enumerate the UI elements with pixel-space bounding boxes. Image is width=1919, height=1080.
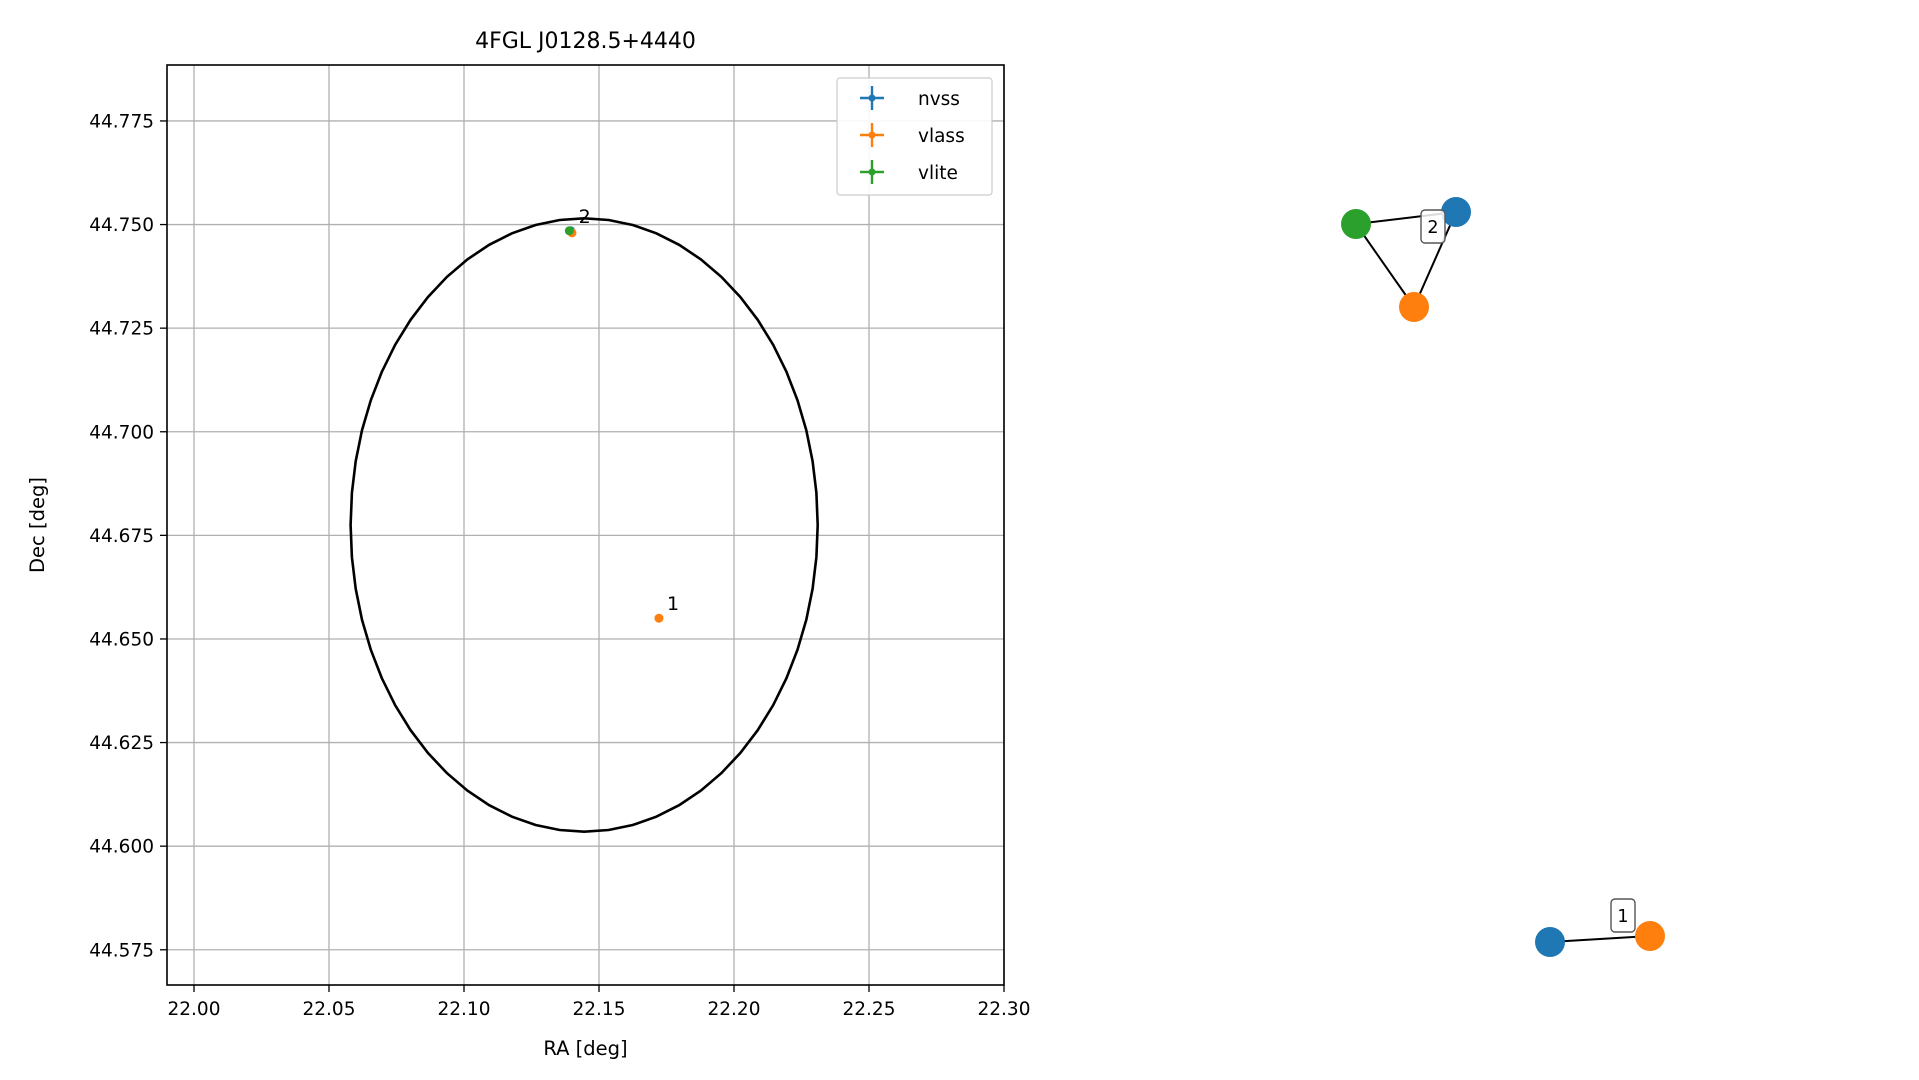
legend-entry-vlass: vlass bbox=[860, 123, 965, 147]
error-ellipse-layer bbox=[349, 216, 819, 834]
legend: nvss vlass vlite bbox=[836, 77, 993, 196]
x-tick-label: 22.30 bbox=[978, 999, 1031, 1020]
x-axis-label: RA [deg] bbox=[543, 1037, 627, 1060]
y-tick-label: 44.675 bbox=[89, 526, 154, 547]
node-nvss bbox=[1535, 927, 1565, 957]
x-tick-label: 22.05 bbox=[303, 999, 356, 1020]
node-vlass bbox=[1635, 921, 1665, 951]
points-layer bbox=[564, 226, 664, 623]
legend-marker-vlass-dot bbox=[868, 131, 876, 139]
point-vlite bbox=[564, 226, 574, 236]
edge-nvss-vlass bbox=[1413, 211, 1457, 308]
y-tick-label: 44.700 bbox=[89, 422, 154, 443]
grid bbox=[167, 65, 1005, 985]
node-vlite bbox=[1341, 209, 1371, 239]
legend-entry-nvss: nvss bbox=[860, 86, 960, 110]
y-tick-label: 44.650 bbox=[89, 629, 154, 650]
point-label: 1 bbox=[667, 593, 679, 615]
sky-plot: 21 22.00 22.05 22.10 22.15 22.20 22.25 22.30 4… bbox=[26, 29, 1030, 1060]
y-tick-label: 44.750 bbox=[89, 215, 154, 236]
y-tick-label: 44.625 bbox=[89, 733, 154, 754]
plot-frame bbox=[166, 64, 1005, 986]
group-label-box bbox=[1610, 898, 1636, 933]
legend-label-nvss: nvss bbox=[918, 89, 960, 110]
y-tick-label: 44.725 bbox=[89, 319, 154, 340]
x-axis: 22.00 22.05 22.10 22.15 22.20 22.25 22.30 bbox=[168, 985, 1031, 1020]
legend-label-vlite: vlite bbox=[918, 163, 958, 184]
group-label: 2 bbox=[1427, 218, 1438, 238]
group-label: 1 bbox=[1617, 907, 1628, 927]
legend-marker-vlite-dot bbox=[868, 168, 876, 176]
y-axis: 44.575 44.600 44.625 44.650 44.675 44.700 44.7… bbox=[89, 111, 167, 961]
y-tick-label: 44.575 bbox=[89, 940, 154, 961]
x-tick-label: 22.00 bbox=[168, 999, 221, 1020]
annotations-layer: 21 bbox=[579, 206, 679, 615]
network-group-2: 2 bbox=[1341, 197, 1471, 322]
point-label: 2 bbox=[579, 206, 591, 228]
y-axis-label: Dec [deg] bbox=[26, 477, 49, 573]
x-tick-label: 22.25 bbox=[843, 999, 896, 1020]
legend-label-vlass: vlass bbox=[918, 126, 965, 147]
network-graph: 2 1 bbox=[1341, 197, 1665, 957]
chart-title: 4FGL J0128.5+4440 bbox=[475, 29, 696, 54]
edge-vlite-vlass bbox=[1355, 223, 1415, 308]
network-group-1: 1 bbox=[1535, 898, 1665, 957]
legend-marker-nvss-dot bbox=[868, 94, 876, 102]
node-vlass bbox=[1399, 292, 1429, 322]
x-tick-label: 22.20 bbox=[708, 999, 761, 1020]
plot-background bbox=[167, 65, 1004, 985]
node-nvss bbox=[1441, 197, 1471, 227]
legend-entry-vlite: vlite bbox=[860, 160, 958, 184]
edge-nvss-vlass bbox=[1549, 935, 1651, 943]
y-tick-label: 44.775 bbox=[89, 111, 154, 132]
legend-box bbox=[836, 77, 993, 196]
point-vlass bbox=[654, 613, 664, 623]
x-tick-label: 22.10 bbox=[438, 999, 491, 1020]
y-tick-label: 44.600 bbox=[89, 837, 154, 858]
group-label-box bbox=[1420, 209, 1446, 244]
error-ellipse bbox=[349, 216, 819, 834]
x-tick-label: 22.15 bbox=[573, 999, 626, 1020]
